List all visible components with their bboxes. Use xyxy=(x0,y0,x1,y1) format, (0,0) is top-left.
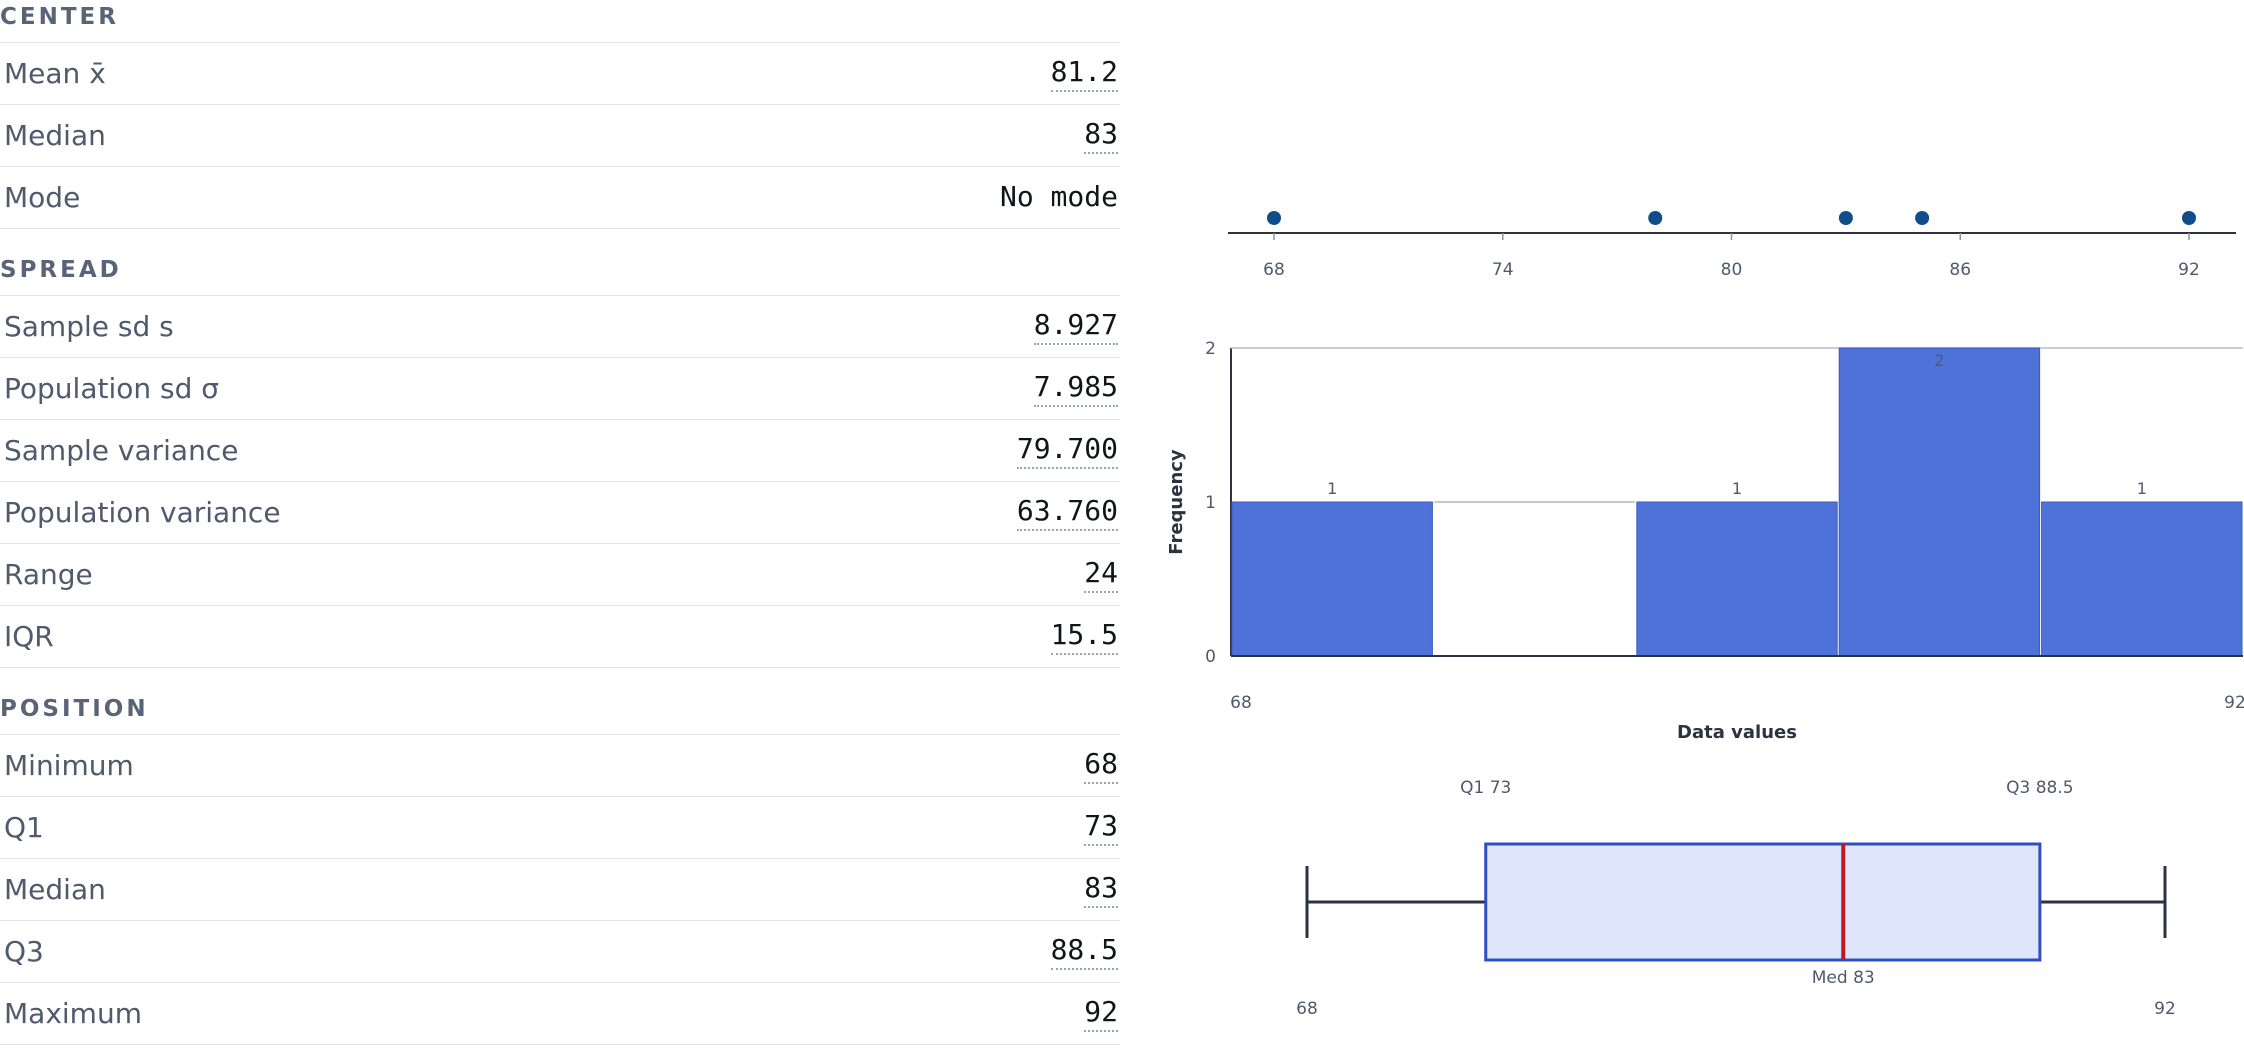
stat-value[interactable]: 79.700 xyxy=(1016,432,1118,469)
stats-panel: CENTER Mean x̄ 81.2 Median 83 Mode No mo… xyxy=(0,0,1120,1045)
hist-bar-label: 1 xyxy=(1732,479,1742,498)
stat-label: Median xyxy=(4,119,106,152)
dot-point xyxy=(2182,211,2196,225)
box-max-label: 92 xyxy=(2154,999,2176,1019)
hist-x-axis-title: Data values xyxy=(1677,722,1797,743)
stat-row-mode: Mode No mode xyxy=(0,167,1120,229)
hist-y-tick-label: 0 xyxy=(1205,647,1216,667)
stat-label: Q1 xyxy=(4,811,44,844)
dot-point xyxy=(1267,211,1281,225)
stat-row-sample-sd: Sample sd s 8.927 xyxy=(0,296,1120,358)
stat-row-population-sd: Population sd σ 7.985 xyxy=(0,358,1120,420)
stat-row-q1: Q1 73 xyxy=(0,797,1120,859)
stat-value[interactable]: 8.927 xyxy=(1033,308,1118,345)
dot-axis-tick-label: 80 xyxy=(1721,260,1743,280)
center-section: CENTER Mean x̄ 81.2 Median 83 Mode No mo… xyxy=(0,0,1120,229)
stat-label: Sample variance xyxy=(4,434,239,467)
box-median-label: Med 83 xyxy=(1812,968,1875,988)
stat-value[interactable]: 68 xyxy=(1084,747,1118,784)
hist-y-tick-label: 1 xyxy=(1205,493,1216,513)
box-q1-label: Q1 73 xyxy=(1460,778,1511,798)
stat-value[interactable]: 7.985 xyxy=(1033,370,1118,407)
stat-label: Sample sd s xyxy=(4,310,174,343)
position-section: POSITION Minimum 68 Q1 73 Median 83 Q3 8… xyxy=(0,692,1120,1045)
stat-label: Median xyxy=(4,873,106,906)
stat-label: Maximum xyxy=(4,997,142,1030)
spread-section: SPREAD Sample sd s 8.927 Population sd σ… xyxy=(0,253,1120,668)
stat-row-mean: Mean x̄ 81.2 xyxy=(0,43,1120,105)
stat-row-maximum: Maximum 92 xyxy=(0,983,1120,1045)
stat-label: Mean x̄ xyxy=(4,57,106,90)
histogram: 1 1 2 1 0 1 2 68 92 Data values Frequency xyxy=(1166,339,2244,743)
hist-y-tick-label: 2 xyxy=(1205,339,1216,359)
stat-value[interactable]: 81.2 xyxy=(1050,55,1118,92)
hist-x-tick-label: 68 xyxy=(1230,693,1252,713)
box-plot: Q1 73 Q3 88.5 Med 83 68 92 xyxy=(1296,778,2176,1019)
hist-bar xyxy=(2041,501,2243,657)
dot-point xyxy=(1838,211,1853,225)
stat-value[interactable]: 88.5 xyxy=(1050,933,1118,970)
dot-axis-tick-label: 68 xyxy=(1263,260,1285,280)
section-title-spread: SPREAD xyxy=(0,253,1120,296)
hist-bar-label: 1 xyxy=(2137,479,2147,498)
hist-bar xyxy=(1838,347,2041,657)
stat-label: Range xyxy=(4,558,93,591)
section-title-center: CENTER xyxy=(0,0,1120,43)
stat-label: Q3 xyxy=(4,935,44,968)
stat-value[interactable]: 63.760 xyxy=(1016,494,1118,531)
box-iqr-rect xyxy=(1484,842,2042,962)
stat-label: Minimum xyxy=(4,749,134,782)
stat-row-population-variance: Population variance 63.760 xyxy=(0,482,1120,544)
stat-row-median-position: Median 83 xyxy=(0,859,1120,921)
box-min-label: 68 xyxy=(1296,999,1318,1019)
stat-value[interactable]: 83 xyxy=(1084,871,1118,908)
stat-label: Population sd σ xyxy=(4,372,220,405)
box-q3-label: Q3 88.5 xyxy=(2006,778,2073,798)
stat-row-iqr: IQR 15.5 xyxy=(0,606,1120,668)
stat-value: No mode xyxy=(999,180,1118,213)
dot-axis-tick-label: 74 xyxy=(1492,260,1514,280)
stat-value[interactable]: 92 xyxy=(1084,995,1118,1032)
stat-label: Mode xyxy=(4,181,81,214)
dot-axis-tick-label: 92 xyxy=(2178,260,2200,280)
hist-bar-label: 2 xyxy=(1934,351,1944,370)
stat-row-minimum: Minimum 68 xyxy=(0,735,1120,797)
stat-label: IQR xyxy=(4,620,54,653)
hist-y-axis-title: Frequency xyxy=(1166,449,1187,555)
hist-bar xyxy=(1231,501,1433,657)
hist-x-tick-label: 92 xyxy=(2224,693,2244,713)
section-title-position: POSITION xyxy=(0,692,1120,735)
stat-value[interactable]: 24 xyxy=(1084,556,1118,593)
hist-bar-label: 1 xyxy=(1327,479,1337,498)
stat-row-median: Median 83 xyxy=(0,105,1120,167)
dot-axis-tick-label: 86 xyxy=(1949,260,1971,280)
stat-row-q3: Q3 88.5 xyxy=(0,921,1120,983)
hist-bar xyxy=(1636,501,1838,657)
stat-row-range: Range 24 xyxy=(0,544,1120,606)
stat-value[interactable]: 83 xyxy=(1084,117,1118,154)
stat-value[interactable]: 15.5 xyxy=(1050,618,1118,655)
dot-point xyxy=(1915,211,1930,225)
stat-row-sample-variance: Sample variance 79.700 xyxy=(0,420,1120,482)
dot-point xyxy=(1648,211,1663,225)
stat-value[interactable]: 73 xyxy=(1084,809,1118,846)
dot-plot: 68 74 80 86 92 xyxy=(1228,211,2236,280)
stat-label: Population variance xyxy=(4,496,281,529)
